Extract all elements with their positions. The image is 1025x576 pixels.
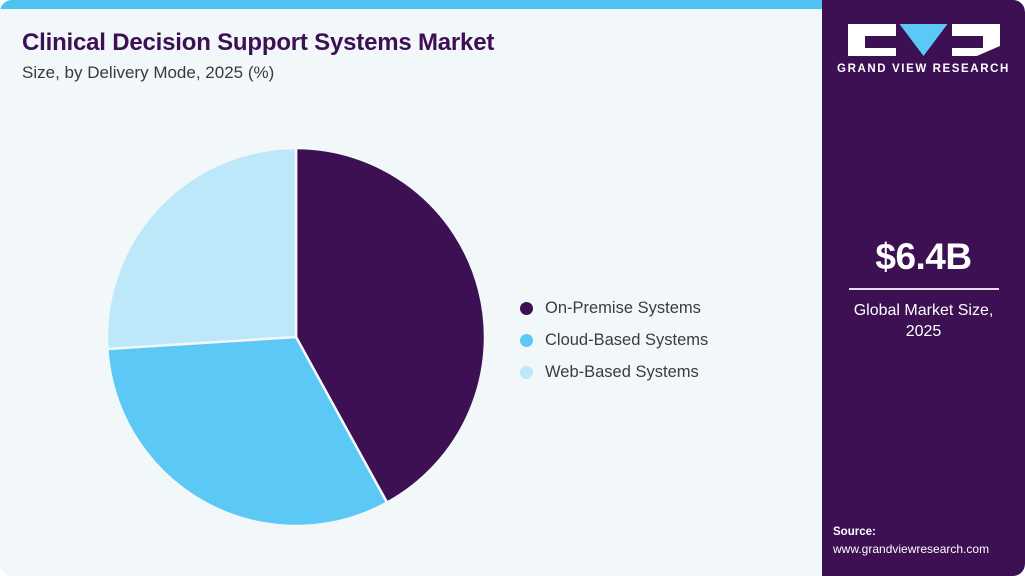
page-title: Clinical Decision Support Systems Market <box>22 29 495 56</box>
stat-value: $6.4B <box>875 236 972 277</box>
legend-item-web-based-systems[interactable]: Web-Based Systems <box>520 356 708 388</box>
brand-logo: GRAND VIEW RESEARCH <box>822 24 1025 75</box>
logo-r-notch <box>951 36 983 48</box>
brand-name: GRAND VIEW RESEARCH <box>837 63 1010 75</box>
legend-swatch-icon <box>520 301 533 315</box>
legend-item-label: On-Premise Systems <box>545 298 701 317</box>
legend-swatch-icon <box>520 333 533 347</box>
chart-content-panel: Clinical Decision Support Systems Market… <box>0 9 822 576</box>
legend-item-on-premise-systems[interactable]: On-Premise Systems <box>520 292 708 324</box>
legend-item-label: Cloud-Based Systems <box>545 330 709 349</box>
logo-letter-g-icon <box>847 24 896 56</box>
gvr-logo-icon <box>847 24 1001 57</box>
pie-slice[interactable] <box>294 146 487 505</box>
source-block: Source: www.grandviewresearch.com <box>833 524 1025 558</box>
pie-slice[interactable] <box>106 335 389 528</box>
pie-chart <box>97 129 497 529</box>
legend-swatch-icon <box>520 365 533 379</box>
pie-slice[interactable] <box>105 146 298 351</box>
legend-item-label: Web-Based Systems <box>545 362 699 381</box>
side-panel: GRAND VIEW RESEARCH $6.4B Global Market … <box>822 0 1025 576</box>
logo-letter-v-icon <box>899 24 948 56</box>
logo-g-notch <box>864 36 896 48</box>
source-label: Source: <box>833 526 876 538</box>
top-accent-bar <box>0 0 1025 9</box>
pie-chart-svg <box>105 146 487 528</box>
page-subtitle: Size, by Delivery Mode, 2025 (%) <box>22 63 275 82</box>
source-url[interactable]: www.grandviewresearch.com <box>833 542 990 557</box>
logo-r-leg <box>974 45 1001 57</box>
stat-divider <box>848 288 999 290</box>
stat-caption: Global Market Size, 2025 <box>853 301 994 341</box>
market-size-stat: $6.4B Global Market Size, 2025 <box>822 238 1025 343</box>
logo-letter-r-icon <box>951 24 1001 57</box>
legend-item-cloud-based-systems[interactable]: Cloud-Based Systems <box>520 324 708 356</box>
chart-legend: On-Premise Systems Cloud-Based Systems W… <box>520 292 708 388</box>
